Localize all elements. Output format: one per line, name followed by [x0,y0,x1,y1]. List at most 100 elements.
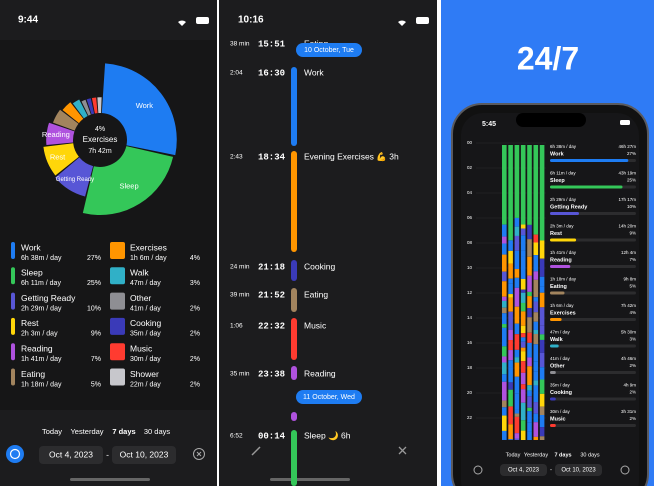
period-tab[interactable]: Today [42,427,62,436]
day-segment [520,351,526,362]
separator [437,0,441,486]
legend-swatch [11,292,15,310]
day-segment [527,307,532,318]
legend-swatch [11,267,15,285]
item-per-day: 2h 29m / day [550,197,577,202]
item-bar [550,397,556,401]
duration: 6:52 [230,433,243,440]
calendar-button[interactable] [6,445,24,463]
day-segment [533,380,539,386]
day-segment [502,362,507,375]
day-segment [527,390,532,397]
status-time: 5:45 [482,121,496,128]
day-segment [527,366,532,386]
item-track [550,265,636,268]
day-segment [502,346,507,357]
period-tab[interactable]: 30 days [580,452,600,458]
day-segment [520,325,526,334]
item-bar [550,318,562,321]
activity-bar [291,318,297,360]
legend-name: Work [21,242,41,252]
day-segment [502,400,507,408]
date-button[interactable] [112,446,176,464]
item-share: 4% [629,310,636,315]
hour-label: 04 [467,190,473,195]
day-segment [514,277,520,288]
day-segment [539,334,545,340]
day-segment [533,361,539,372]
day-segment [508,389,513,407]
day-segment [502,324,507,328]
day-segment [502,271,507,282]
day-segment [533,385,539,403]
day-segment [539,325,545,335]
duration: 2:43 [230,154,243,161]
legend-detail: 1h 6m / day [130,255,167,262]
period-tab[interactable]: Yesterday [524,452,549,458]
day-segment [502,356,507,363]
date-button[interactable] [39,446,103,464]
day-segment [514,250,520,270]
day-segment [520,250,526,257]
legend-name: Music [130,343,153,353]
item-name: Work [550,151,565,157]
legend-share: 27% [87,255,101,262]
day-segment [508,145,513,241]
center-share: 4% [95,126,105,133]
day-segment [520,372,526,385]
day-segment [539,307,545,326]
day-segment [508,424,513,440]
wifi [398,20,406,26]
day-segment [514,413,520,417]
hour-label: 20 [467,390,473,395]
period-tab[interactable]: 7 days [112,427,135,436]
legend-share: 2% [190,381,200,388]
day-segment [527,407,532,412]
period-tab[interactable]: 7 days [554,452,571,458]
day-segment [508,263,513,279]
day-segment [527,342,532,358]
item-name: Eating [550,284,567,290]
day-segment [502,224,507,237]
clock-icon [9,448,21,460]
clock-button[interactable] [473,465,483,475]
item-total: 46h 27m [618,144,636,149]
clear-button[interactable] [193,448,205,460]
item-per-day: 41m / day [550,356,571,361]
day-segment [520,228,526,236]
legend-name: Reading [21,343,53,353]
date-button[interactable] [500,464,547,476]
item-share: 5% [629,284,636,289]
day-segment [533,402,539,414]
day-segment [533,413,539,423]
hour-label: 14 [467,315,473,320]
phone-screen [461,113,639,486]
day-segment [514,438,520,440]
day-segment [502,281,507,297]
period-tab[interactable]: 30 days [144,427,171,436]
clear-button[interactable] [620,465,630,475]
legend-share: 2% [190,331,200,338]
day-segment [533,330,539,334]
edit-button[interactable] [251,446,261,456]
legend-share: 2% [190,356,200,363]
day-segment [520,292,526,303]
day-segment [527,385,532,391]
item-total: 4h 46m [621,356,636,361]
item-per-day: 2h 3m / day [550,224,574,229]
item-bar [550,371,556,374]
day-segment [508,250,513,264]
legend-swatch [11,317,15,335]
item-per-day: 6h 38m / day [550,144,577,149]
start-time: 21:52 [258,290,285,300]
legend-detail: 41m / day [130,305,161,312]
day-segment [539,436,545,440]
legend-swatch [11,242,15,259]
period-tab[interactable]: Yesterday [70,427,103,436]
period-tab[interactable]: Today [506,452,521,458]
close-button[interactable] [398,446,407,455]
date-button[interactable] [555,464,602,476]
pie-slice [46,122,75,146]
